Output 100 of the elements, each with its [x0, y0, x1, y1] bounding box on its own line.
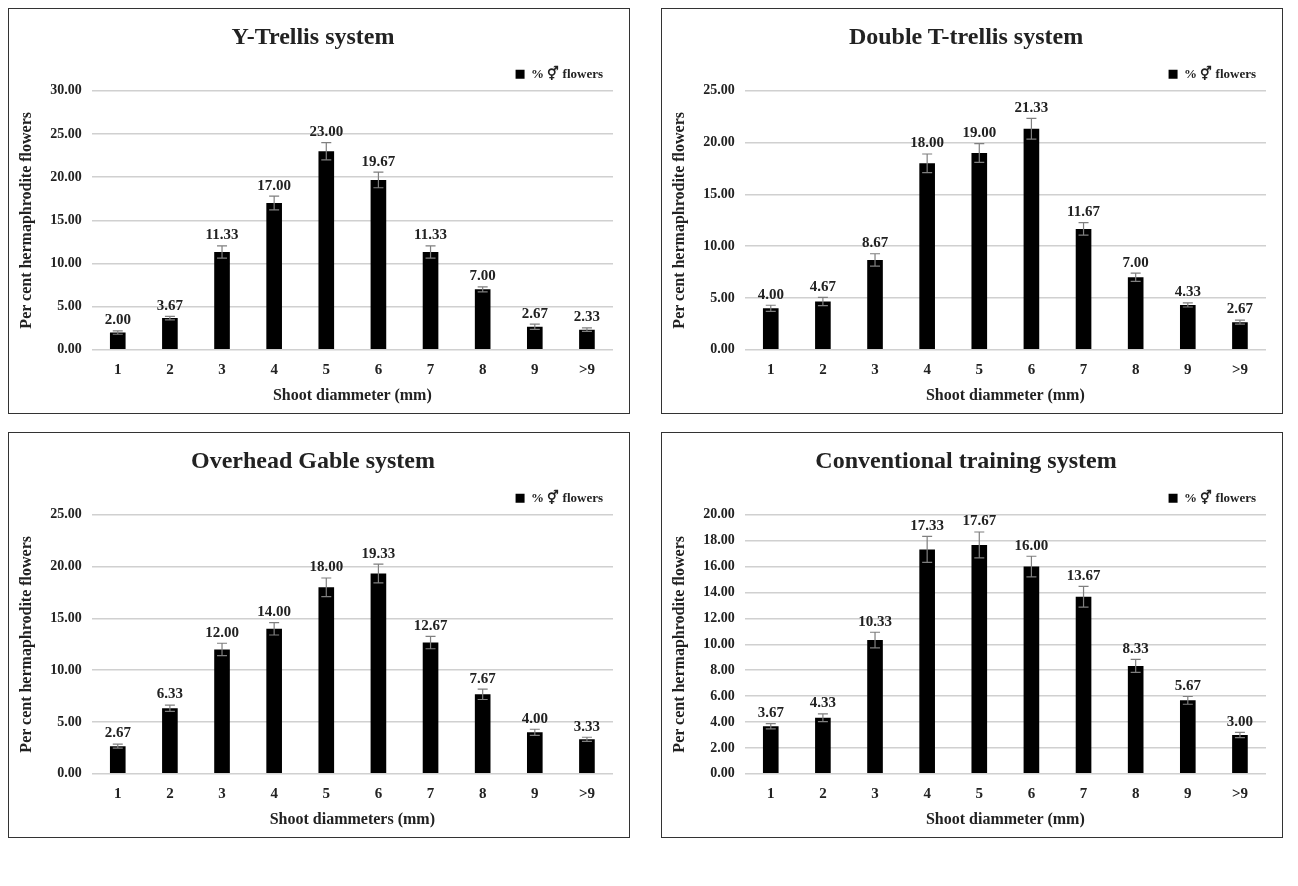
- bar: [815, 717, 831, 774]
- x-axis-title: Shoot diammeters (mm): [269, 809, 435, 828]
- data-label: 4.67: [809, 277, 837, 294]
- x-tick-label: 4: [270, 360, 279, 377]
- x-tick-label: 2: [166, 784, 174, 801]
- data-label: 3.00: [1226, 712, 1254, 729]
- y-tick-label: 10.00: [703, 635, 735, 651]
- legend-label: % ⚥ flowers: [1184, 488, 1257, 505]
- y-tick-label: 25.00: [50, 506, 82, 522]
- data-label: 7.00: [469, 267, 496, 284]
- y-tick-label: 20.00: [703, 134, 735, 150]
- y-tick-label: 18.00: [703, 532, 735, 548]
- x-tick-label: 9: [1184, 784, 1192, 801]
- x-tick-label: 8: [478, 784, 487, 801]
- x-tick-label: 6: [1027, 360, 1036, 377]
- x-tick-label: 3: [218, 360, 226, 377]
- data-label: 13.67: [1066, 566, 1101, 583]
- data-label: 5.67: [1174, 676, 1202, 693]
- bar: [815, 301, 831, 350]
- bar: [867, 259, 883, 350]
- y-tick-label: 15.00: [703, 186, 735, 202]
- data-label: 2.67: [521, 304, 549, 321]
- bar: [162, 708, 178, 774]
- bar: [474, 289, 491, 350]
- data-label: 4.33: [1174, 283, 1201, 300]
- x-tick-label: >9: [1231, 784, 1248, 801]
- bar: [214, 649, 230, 774]
- bar: [422, 251, 439, 350]
- y-tick-label: 20.00: [703, 506, 735, 522]
- x-tick-label: 3: [218, 784, 226, 801]
- bar: [1232, 322, 1248, 350]
- x-tick-label: 4: [923, 360, 932, 377]
- y-tick-label: 0.00: [710, 341, 735, 357]
- x-tick-label: 6: [1027, 784, 1036, 801]
- bar: [109, 746, 126, 774]
- x-tick-label: >9: [578, 360, 595, 377]
- bar: [214, 251, 230, 350]
- y-axis-title: Per cent hermaphrodite flowers: [16, 535, 35, 753]
- bar: [162, 318, 178, 350]
- x-tick-label: 7: [1079, 784, 1088, 801]
- bar: [579, 329, 595, 350]
- bar: [370, 179, 387, 350]
- x-tick-label: 4: [270, 784, 279, 801]
- y-tick-label: 10.00: [50, 661, 82, 677]
- bar: [1232, 734, 1248, 774]
- y-tick-label: 25.00: [50, 125, 82, 141]
- data-label: 17.00: [257, 176, 292, 193]
- chart-title: Y-Trellis system: [231, 22, 395, 49]
- bar: [318, 151, 335, 350]
- x-tick-label: 2: [819, 360, 827, 377]
- y-tick-label: 0.00: [710, 765, 735, 781]
- y-tick-label: 14.00: [703, 584, 735, 600]
- x-tick-label: 7: [1079, 360, 1088, 377]
- x-tick-label: 5: [975, 784, 984, 801]
- bar: [474, 694, 491, 774]
- x-tick-label: 1: [767, 784, 775, 801]
- chart-title: Conventional training system: [815, 446, 1117, 473]
- y-tick-label: 5.00: [57, 713, 82, 729]
- data-label: 3.33: [573, 717, 601, 734]
- data-label: 18.00: [910, 134, 945, 151]
- bar: [1127, 665, 1144, 774]
- x-tick-label: 1: [114, 360, 122, 377]
- y-tick-label: 15.00: [50, 211, 82, 227]
- x-tick-label: 3: [871, 360, 879, 377]
- bar: [318, 587, 335, 774]
- data-label: 3.67: [757, 704, 785, 721]
- y-tick-label: 4.00: [710, 713, 735, 729]
- bar: [579, 739, 595, 774]
- bar: [1075, 228, 1092, 350]
- y-tick-label: 10.00: [50, 255, 82, 271]
- data-label: 16.00: [1014, 536, 1049, 553]
- x-tick-label: 8: [1131, 360, 1140, 377]
- x-tick-label: 9: [531, 784, 539, 801]
- x-tick-label: 8: [478, 360, 487, 377]
- y-tick-label: 8.00: [710, 661, 735, 677]
- data-label: 4.00: [521, 709, 548, 726]
- data-label: 8.67: [861, 234, 889, 251]
- legend-label: % ⚥ flowers: [1184, 64, 1257, 81]
- y-tick-label: 25.00: [703, 82, 735, 98]
- x-tick-label: 4: [923, 784, 932, 801]
- data-label: 10.33: [858, 612, 892, 629]
- x-tick-label: 1: [767, 360, 775, 377]
- bar: [1179, 304, 1196, 350]
- y-tick-label: 2.00: [710, 739, 735, 755]
- data-label: 23.00: [309, 122, 344, 139]
- data-label: 6.33: [156, 685, 184, 702]
- bar: [919, 549, 935, 774]
- bar: [971, 544, 988, 774]
- bar: [762, 726, 779, 774]
- x-tick-label: 9: [1184, 360, 1192, 377]
- bar: [762, 308, 779, 350]
- data-label: 2.67: [104, 724, 132, 741]
- data-label: 17.67: [962, 512, 997, 529]
- bar: [919, 163, 935, 350]
- data-label: 8.33: [1122, 639, 1149, 656]
- bar: [266, 203, 282, 350]
- data-label: 17.33: [910, 516, 945, 533]
- bar: [266, 628, 282, 774]
- y-axis-title: Per cent hermaphrodite flowers: [669, 535, 688, 753]
- bar: [867, 640, 883, 774]
